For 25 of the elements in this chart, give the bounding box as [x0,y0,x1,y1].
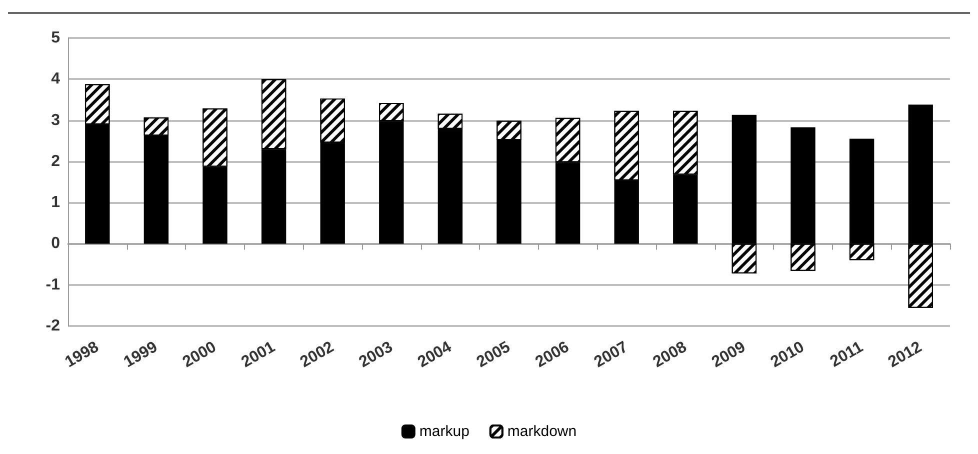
x-tick-label: 2008 [650,338,690,372]
y-tick-label: 0 [51,235,60,252]
x-tick-label: 2007 [592,338,631,372]
x-tick-label: 2006 [532,338,572,372]
legend-label: markdown [507,423,577,440]
x-tick-label: 1999 [121,338,161,372]
x-tick-label: 2011 [828,338,866,371]
y-tick-label: -2 [46,318,60,334]
legend-label: markup [419,423,470,440]
x-tick-label: 2003 [356,338,396,372]
x-tick-label: 2009 [709,338,749,372]
y-tick-label: 3 [51,112,60,129]
x-tick-label: 2005 [474,338,514,372]
x-tick-label: 2010 [768,338,808,372]
y-tick-label: 2 [51,152,60,170]
y-tick-label: -1 [46,276,60,294]
x-tick-label: 2012 [886,338,925,372]
x-tick-label: 2004 [415,338,455,372]
x-tick-label: 1998 [62,338,102,372]
y-tick-label: 5 [51,30,60,46]
x-tick-label: 2001 [238,338,278,372]
y-tick-label: 4 [51,70,60,88]
x-tick-label: 2002 [298,338,337,372]
x-tick-label: 2000 [180,338,220,372]
y-tick-label: 1 [51,194,60,212]
